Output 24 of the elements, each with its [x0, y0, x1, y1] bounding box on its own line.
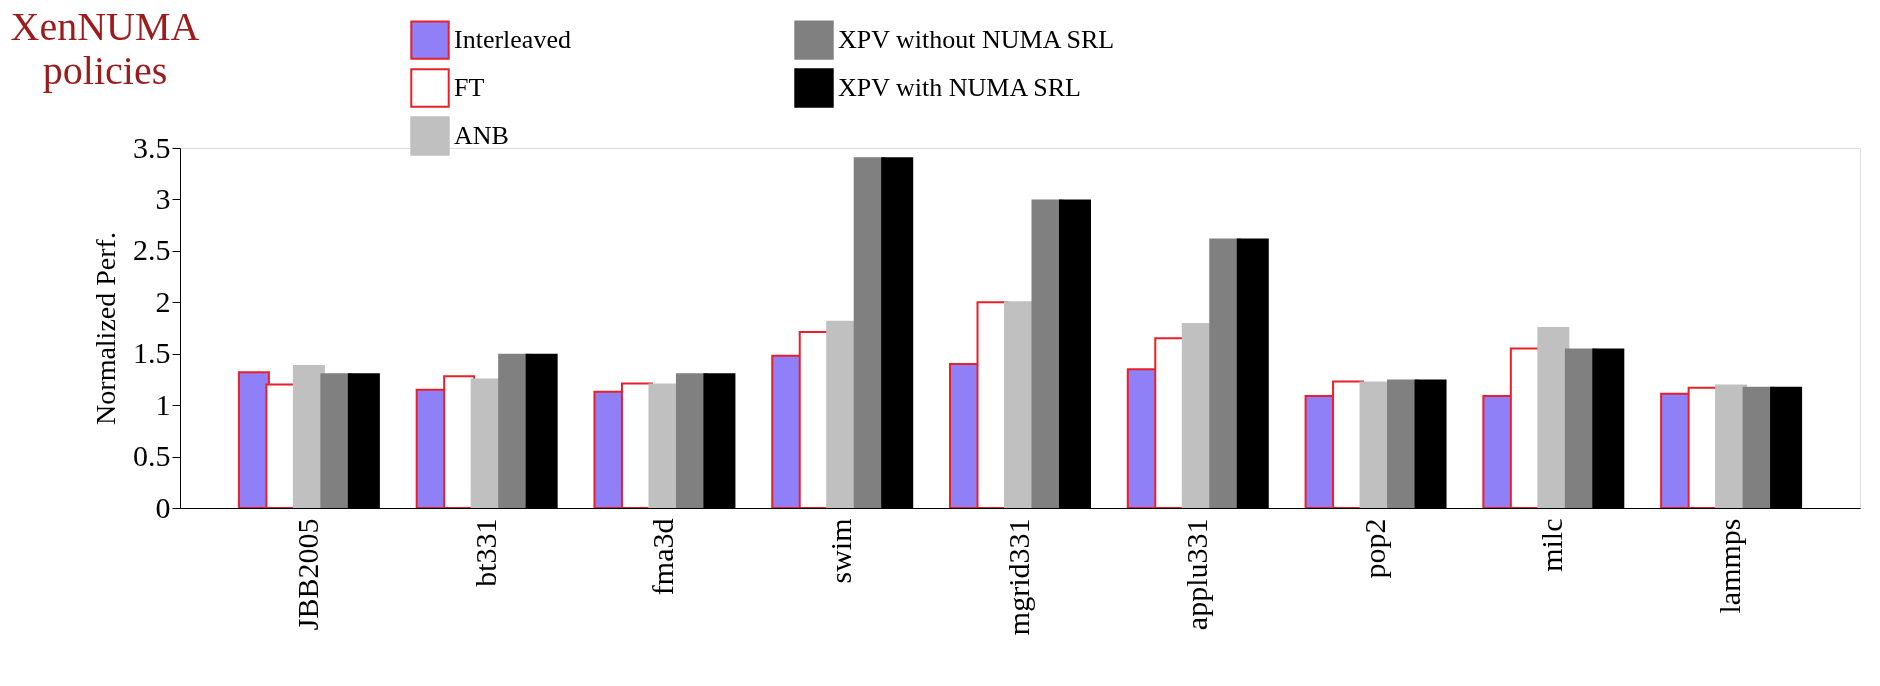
legend-label: XPV with NUMA SRL [838, 73, 1081, 102]
x-tick-label: JBB2005 [290, 518, 324, 631]
y-tick-label: 2.5 [133, 233, 171, 267]
y-axis-title: Normalized Perf. [90, 232, 121, 425]
y-tick-label: 0.5 [133, 439, 171, 473]
legend-label: Interleaved [454, 25, 571, 55]
x-tick-label: pop2 [1357, 518, 1391, 579]
y-tick-label: 1 [155, 387, 171, 421]
y-tick-label: 0 [155, 490, 171, 524]
x-tick-label: bt331 [468, 518, 502, 587]
legend-label: ANB [454, 121, 509, 150]
x-tick-label: milc [1535, 518, 1569, 572]
text: XenNUMA policies [10, 4, 200, 93]
y-tick-label: 1.5 [133, 336, 171, 370]
y-tick-label: 3 [155, 181, 171, 215]
x-tick-label: mgrid331 [1002, 518, 1035, 636]
x-tick-label: lammps [1713, 518, 1747, 614]
x-tick-label: fma3d [646, 518, 680, 596]
x-tick-label: swim [824, 518, 858, 584]
y-tick-label: 3.5 [133, 130, 171, 164]
legend-label: FT [454, 73, 485, 102]
x-tick-label: applu331 [1179, 518, 1213, 631]
y-tick-label: 2 [155, 284, 171, 318]
legend-label: XPV without NUMA SRL [838, 25, 1115, 55]
